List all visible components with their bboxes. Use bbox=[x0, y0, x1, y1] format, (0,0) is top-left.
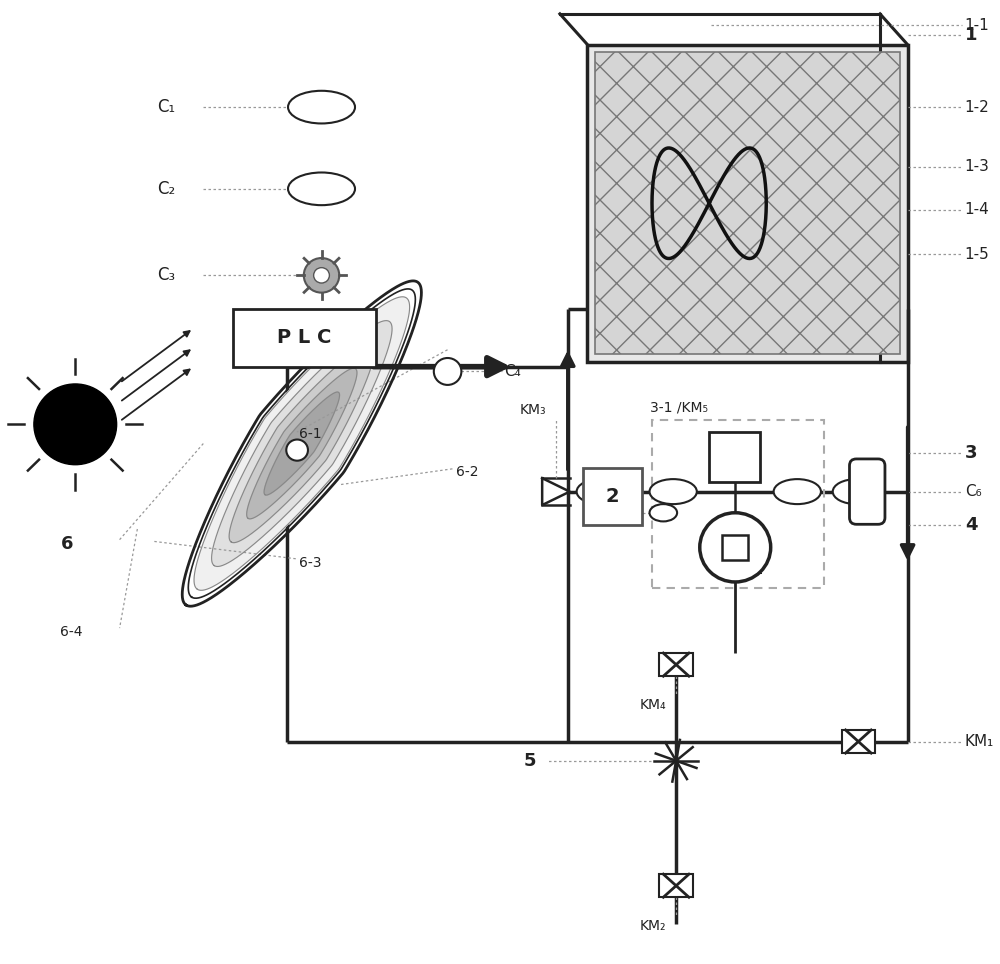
Ellipse shape bbox=[774, 479, 821, 504]
Circle shape bbox=[286, 440, 308, 461]
Text: C₃: C₃ bbox=[157, 266, 175, 284]
Text: 3-1 /KM₅: 3-1 /KM₅ bbox=[650, 400, 708, 414]
Text: C₅: C₅ bbox=[609, 507, 626, 522]
Text: C₂: C₂ bbox=[157, 180, 175, 198]
Circle shape bbox=[34, 384, 117, 465]
FancyBboxPatch shape bbox=[583, 468, 642, 525]
FancyBboxPatch shape bbox=[722, 535, 748, 560]
Text: 3: 3 bbox=[965, 444, 977, 462]
Polygon shape bbox=[194, 297, 410, 590]
FancyBboxPatch shape bbox=[849, 459, 885, 524]
Ellipse shape bbox=[577, 479, 624, 504]
Text: 6-1: 6-1 bbox=[299, 427, 321, 441]
Text: 2: 2 bbox=[605, 487, 619, 506]
Text: 5: 5 bbox=[523, 752, 536, 770]
Circle shape bbox=[700, 513, 771, 582]
Text: 4: 4 bbox=[965, 517, 977, 534]
Circle shape bbox=[434, 358, 461, 385]
Polygon shape bbox=[212, 321, 392, 567]
Polygon shape bbox=[247, 368, 357, 519]
FancyBboxPatch shape bbox=[595, 52, 900, 354]
Circle shape bbox=[314, 268, 329, 283]
Text: 1-2: 1-2 bbox=[965, 99, 989, 115]
Text: KM₃: KM₃ bbox=[520, 403, 546, 416]
Text: 3-2: 3-2 bbox=[742, 563, 765, 577]
Text: KM₄: KM₄ bbox=[640, 698, 666, 712]
Text: KM₂: KM₂ bbox=[640, 919, 666, 933]
FancyBboxPatch shape bbox=[587, 44, 908, 362]
Text: 1: 1 bbox=[965, 26, 977, 44]
FancyBboxPatch shape bbox=[233, 309, 376, 366]
Text: P L C: P L C bbox=[277, 329, 331, 347]
Text: 6-4: 6-4 bbox=[60, 625, 83, 639]
Text: 1-5: 1-5 bbox=[965, 247, 989, 261]
Ellipse shape bbox=[288, 173, 355, 205]
FancyBboxPatch shape bbox=[659, 653, 693, 676]
Text: 1-1: 1-1 bbox=[965, 18, 989, 33]
Text: 1-3: 1-3 bbox=[965, 159, 990, 174]
Text: KM₁: KM₁ bbox=[965, 734, 994, 749]
Ellipse shape bbox=[833, 479, 880, 504]
Text: 1-4: 1-4 bbox=[965, 202, 989, 218]
Text: C₄: C₄ bbox=[504, 364, 521, 379]
Circle shape bbox=[304, 258, 339, 293]
Text: C₆: C₆ bbox=[965, 484, 981, 499]
Ellipse shape bbox=[650, 504, 677, 522]
Text: C₁: C₁ bbox=[157, 98, 175, 116]
Ellipse shape bbox=[650, 479, 697, 504]
Ellipse shape bbox=[288, 91, 355, 123]
FancyBboxPatch shape bbox=[709, 432, 760, 482]
Polygon shape bbox=[229, 344, 374, 543]
Text: 6-2: 6-2 bbox=[456, 466, 479, 479]
FancyBboxPatch shape bbox=[842, 730, 875, 753]
Polygon shape bbox=[264, 392, 340, 495]
FancyBboxPatch shape bbox=[659, 874, 693, 897]
Text: 6-3: 6-3 bbox=[299, 555, 321, 570]
Text: 6: 6 bbox=[60, 534, 73, 552]
